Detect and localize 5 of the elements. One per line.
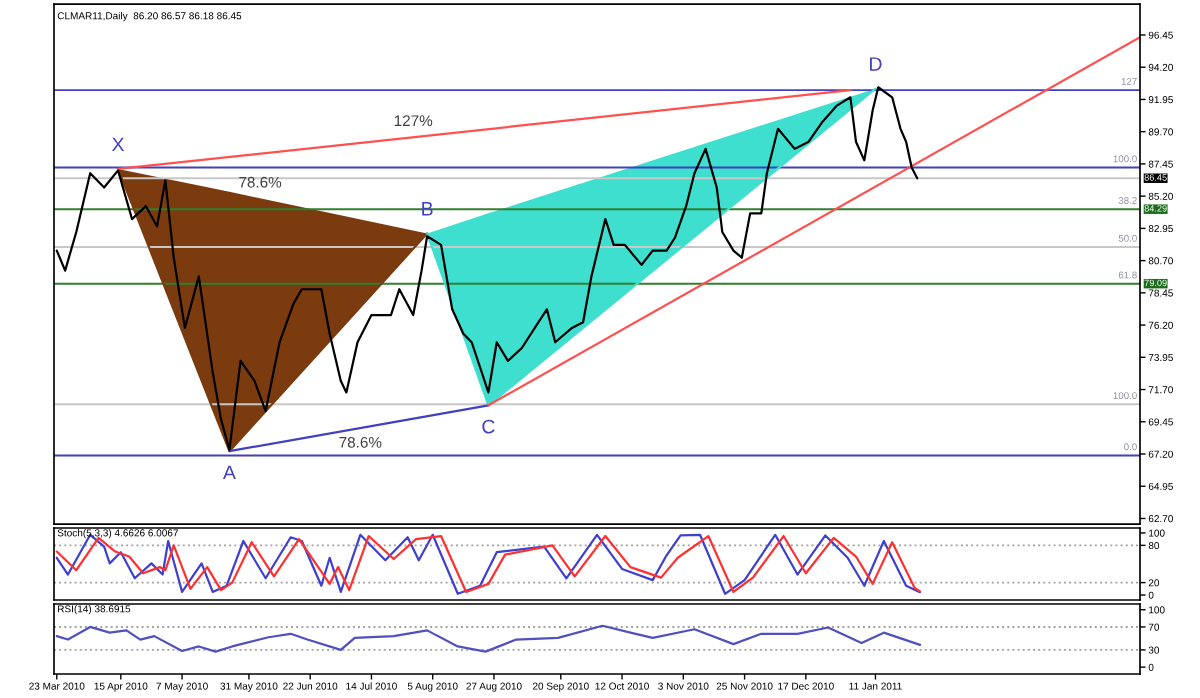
annotation: D	[870, 57, 882, 71]
annotation: X	[112, 137, 125, 152]
line-series	[55, 624, 922, 653]
annotation: A	[222, 465, 236, 480]
annotation: C	[482, 419, 495, 434]
